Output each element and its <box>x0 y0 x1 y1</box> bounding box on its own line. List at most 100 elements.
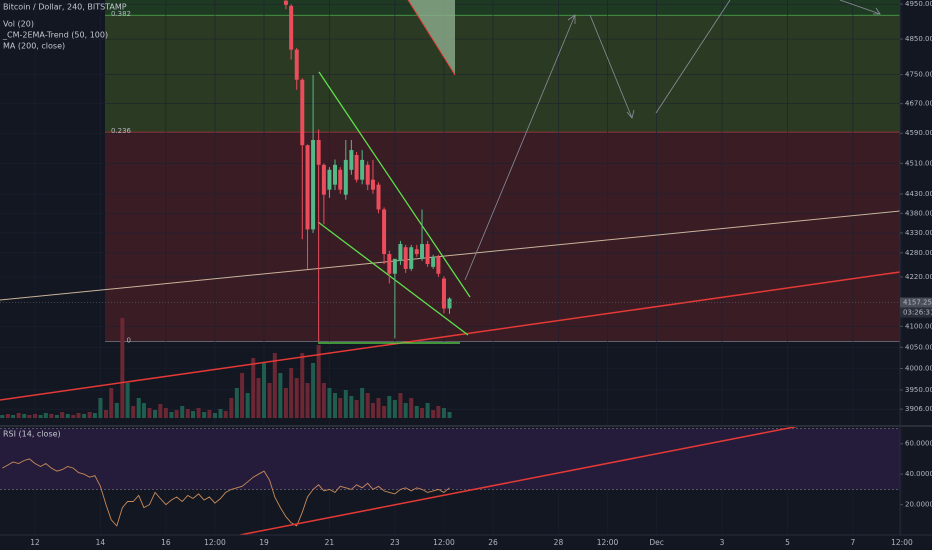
arrow <box>589 14 633 119</box>
volume-bar <box>387 396 392 418</box>
volume-bar <box>185 409 190 418</box>
fib-zone <box>105 0 900 16</box>
volume-bar <box>311 363 316 418</box>
volume-bar <box>333 393 338 418</box>
candle-body <box>382 209 387 255</box>
projection-arrows <box>464 0 881 281</box>
volume-bar <box>267 383 272 418</box>
volume-bar <box>114 403 119 418</box>
candle-body <box>360 159 365 180</box>
candle-body <box>343 159 348 195</box>
volume-bar <box>22 414 27 418</box>
volume-bar <box>202 412 207 418</box>
x-tick-label: 23 <box>390 538 400 547</box>
candle-body <box>392 258 397 274</box>
candle-body <box>289 5 294 50</box>
candle-body <box>338 169 343 190</box>
price-badge <box>900 297 932 308</box>
volume-bar <box>420 408 425 418</box>
candle-body <box>327 169 332 190</box>
x-tick-label: 28 <box>554 538 564 547</box>
volume-bar <box>191 411 196 418</box>
volume-bar <box>212 413 217 418</box>
candle-body <box>409 247 414 269</box>
y-tick-label: 4280.00 <box>905 249 932 257</box>
wedge-upper <box>318 71 471 298</box>
candles <box>283 0 452 342</box>
x-tick-label: 3 <box>720 538 725 547</box>
volume-bar <box>5 414 10 418</box>
x-tick-label: 12:00 <box>891 538 913 547</box>
x-tick-label: 12 <box>30 538 40 547</box>
volume-bar <box>87 412 92 418</box>
volume-bar <box>49 414 54 418</box>
candle-body <box>294 49 299 80</box>
candle-body <box>436 256 441 274</box>
x-tick-label: 7 <box>850 538 855 547</box>
y-tick-label: 3950.00 <box>905 386 932 394</box>
volume-bar <box>441 408 446 418</box>
chart-title: Bitcoin / Dollar, 240, BITSTAMP <box>3 3 127 12</box>
candle-body <box>420 244 425 259</box>
volume-bar <box>294 378 299 418</box>
volume-bar <box>398 393 403 418</box>
x-tick-label: 19 <box>259 538 269 547</box>
y-tick-label: 4950.00 <box>905 0 932 8</box>
volume-bar <box>207 410 212 418</box>
volume-bar <box>223 411 228 418</box>
volume-bar <box>278 373 283 418</box>
volume-bar <box>327 388 332 418</box>
volume-bar <box>218 409 223 418</box>
y-tick-label: 4220.00 <box>905 273 932 281</box>
wedge-lower <box>317 221 469 336</box>
volume-bar <box>163 408 168 418</box>
candle-body <box>370 179 375 190</box>
volume-bar <box>316 345 321 418</box>
y-tick-label: 60.0000 <box>905 440 932 448</box>
volume-bar <box>392 400 397 418</box>
y-tick-label: 4050.00 <box>905 343 932 351</box>
candle-body <box>414 249 419 255</box>
volume-bar <box>109 388 114 418</box>
volume-bar <box>300 353 305 418</box>
volume-bar <box>76 413 81 418</box>
fib-zone <box>105 15 900 133</box>
rsi-pane: 60.0000 40.0000 20.0000 <box>0 428 932 527</box>
volume-bar <box>272 353 277 418</box>
volume-bar <box>229 398 234 418</box>
volume-bar <box>92 413 97 418</box>
candle-body <box>425 244 430 265</box>
volume-bar <box>141 403 146 418</box>
candle-body <box>431 256 436 267</box>
volume-bar <box>256 378 261 418</box>
volume-bar <box>136 398 141 418</box>
volume-bar <box>0 415 5 418</box>
candle-body <box>283 0 288 5</box>
volume-bar <box>338 398 343 418</box>
x-tick-label: 12:00 <box>597 538 619 547</box>
volume-bar <box>289 368 294 418</box>
volume-bar <box>251 358 256 418</box>
y-tick-label: 40.0000 <box>905 470 932 478</box>
arrow <box>655 0 731 114</box>
rsi-title: RSI (14, close) <box>3 430 61 439</box>
x-tick-label: Dec <box>649 538 664 547</box>
drawings <box>0 0 900 401</box>
candle-body <box>316 139 321 165</box>
volume-bar <box>169 412 174 418</box>
volume-bar <box>354 400 359 418</box>
volume-bar <box>343 390 348 418</box>
candle-body <box>300 79 305 146</box>
volume-bar <box>349 396 354 418</box>
candle-body <box>403 247 408 269</box>
candle-body <box>365 164 370 185</box>
y-tick-label: 4000.00 <box>905 365 932 373</box>
volume-bar <box>120 318 125 418</box>
volume-bar <box>27 415 32 418</box>
fib-label: 0.236 <box>111 127 132 135</box>
candle-body <box>305 145 310 230</box>
volume-bar <box>82 414 87 418</box>
fib-zone <box>105 132 900 342</box>
